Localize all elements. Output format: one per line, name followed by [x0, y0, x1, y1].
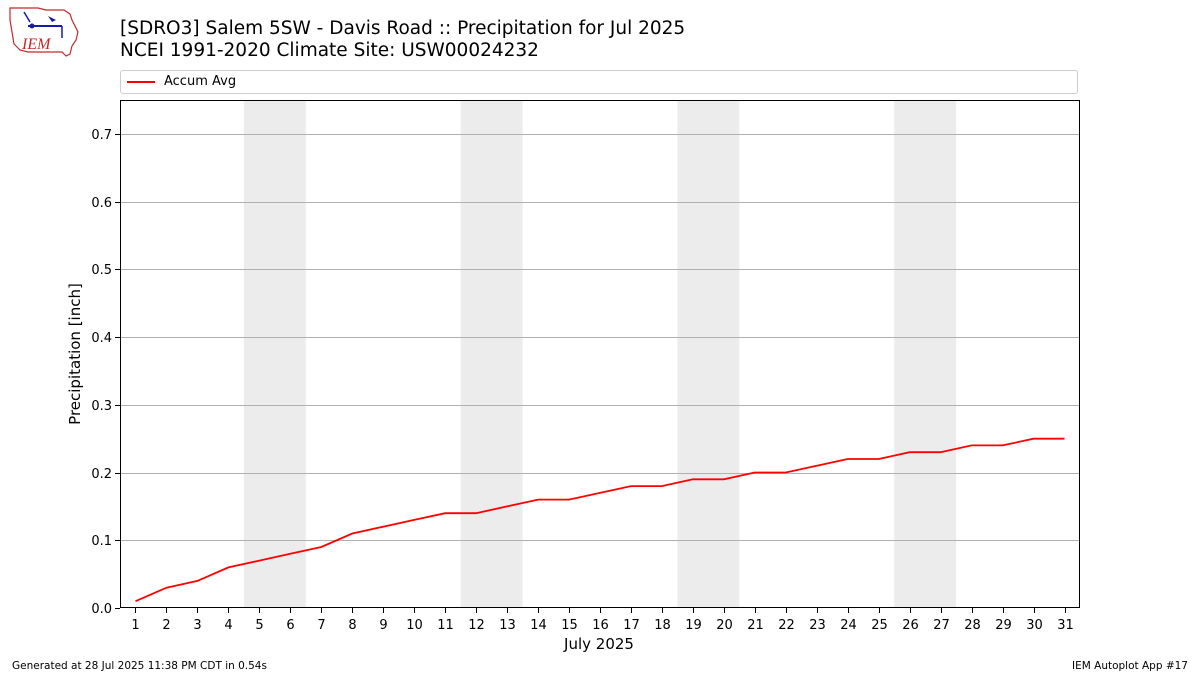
x-tick-label: 28	[964, 618, 981, 633]
x-tick-label: 22	[778, 618, 795, 633]
svg-text:IEM: IEM	[21, 36, 52, 53]
weekend-band	[460, 100, 523, 608]
x-tick-label: 13	[499, 618, 516, 633]
x-tick-label: 24	[840, 618, 857, 633]
x-tick-label: 31	[1057, 618, 1074, 633]
legend-swatch-accum-avg	[127, 81, 155, 83]
y-tick-label: 0.4	[91, 331, 112, 346]
x-tick-label: 11	[437, 618, 454, 633]
x-tick-label: 16	[592, 618, 609, 633]
weekend-band	[243, 100, 306, 608]
x-tick-label: 5	[255, 618, 263, 633]
footer-app: IEM Autoplot App #17	[1072, 660, 1188, 672]
y-axis-ticks: 0.0 0.1 0.2 0.3 0.4 0.5 0.6 0.7	[91, 128, 120, 617]
x-tick-label: 30	[1026, 618, 1043, 633]
x-tick-label: 12	[468, 618, 485, 633]
x-tick-label: 2	[162, 618, 170, 633]
chart-titles: [SDRO3] Salem 5SW - Davis Road :: Precip…	[120, 18, 685, 62]
weekend-bands	[243, 100, 957, 608]
plot-frame	[120, 100, 1080, 608]
y-tick-label: 0.5	[91, 263, 112, 278]
x-tick-label: 9	[379, 618, 387, 633]
gridlines	[120, 134, 1080, 541]
y-tick-label: 0.0	[91, 602, 112, 617]
iem-logo: IEM	[9, 7, 79, 57]
x-tick-label: 17	[623, 618, 640, 633]
x-tick-label: 19	[685, 618, 702, 633]
y-axis-label: Precipitation [inch]	[66, 283, 84, 425]
x-tick-label: 8	[348, 618, 356, 633]
x-tick-label: 25	[871, 618, 888, 633]
legend: Accum Avg	[120, 70, 1078, 94]
y-tick-label: 0.6	[91, 196, 112, 211]
weekend-band	[677, 100, 740, 608]
series-line-accum-avg	[135, 437, 1065, 603]
chart-subtitle: NCEI 1991-2020 Climate Site: USW00024232	[120, 40, 539, 61]
x-tick-label: 4	[224, 618, 232, 633]
legend-label-accum-avg: Accum Avg	[164, 74, 237, 89]
footer-generated: Generated at 28 Jul 2025 11:38 PM CDT in…	[12, 660, 267, 672]
weekend-band	[894, 100, 957, 608]
y-tick-label: 0.7	[91, 128, 112, 143]
x-tick-label: 29	[995, 618, 1012, 633]
x-tick-label: 6	[286, 618, 294, 633]
x-tick-label: 23	[809, 618, 826, 633]
x-tick-label: 10	[406, 618, 423, 633]
x-tick-label: 26	[902, 618, 919, 633]
y-tick-label: 0.2	[91, 467, 112, 482]
x-axis-label: July 2025	[563, 635, 634, 653]
chart-title: [SDRO3] Salem 5SW - Davis Road :: Precip…	[120, 18, 686, 39]
x-tick-label: 21	[747, 618, 764, 633]
x-tick-label: 1	[131, 618, 139, 633]
x-tick-label: 15	[561, 618, 578, 633]
x-tick-label: 3	[193, 618, 201, 633]
y-tick-label: 0.1	[91, 534, 112, 549]
x-tick-label: 27	[933, 618, 950, 633]
x-tick-label: 7	[317, 618, 325, 633]
y-tick-label: 0.3	[91, 399, 112, 414]
x-axis-ticks: 1 2 3 4 5 6 7 8 9 10 11 12 13 14 15 16 17 18 19 20 21 22 23 24 2…	[131, 608, 1074, 633]
x-tick-label: 20	[716, 618, 733, 633]
x-tick-label: 14	[530, 618, 547, 633]
x-tick-label: 18	[654, 618, 671, 633]
